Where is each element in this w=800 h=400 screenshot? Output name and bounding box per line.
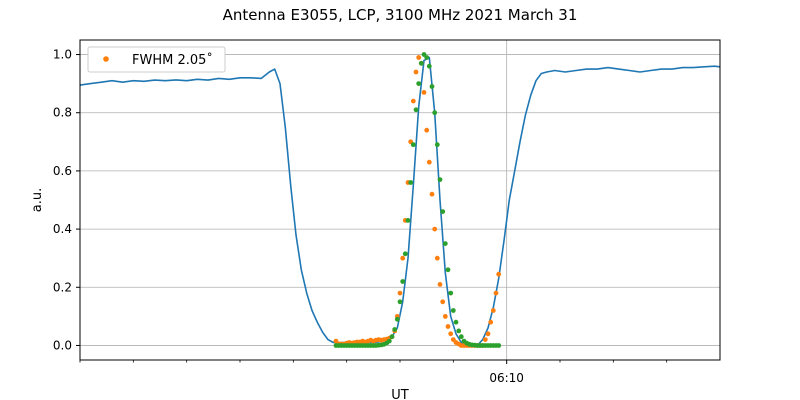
legend: FWHM 2.05˚ — [87, 46, 226, 73]
x-tick-label: 06:10 — [489, 371, 524, 385]
y-tick-label: 0.6 — [53, 164, 72, 178]
data-point — [442, 241, 448, 247]
data-point — [400, 255, 406, 261]
data-point — [408, 180, 414, 185]
y-tick-label: 0.2 — [53, 280, 72, 294]
series-layer — [79, 52, 721, 348]
y-tick-label: 0.4 — [53, 222, 72, 236]
data-point — [434, 255, 440, 261]
data-point — [448, 331, 454, 337]
data-point — [445, 267, 451, 273]
data-point — [418, 60, 424, 66]
data-point — [432, 110, 438, 116]
data-point — [496, 271, 502, 277]
data-point — [437, 177, 443, 183]
series-line — [79, 56, 721, 347]
data-point — [437, 282, 443, 287]
data-point — [400, 279, 406, 284]
data-point — [456, 328, 462, 334]
data-point — [450, 308, 456, 313]
data-point — [490, 308, 496, 313]
data-point — [453, 319, 459, 325]
legend-box — [87, 46, 226, 73]
data-point — [413, 69, 419, 75]
data-point — [488, 319, 494, 325]
data-point — [416, 55, 422, 60]
data-point — [426, 63, 432, 69]
chart-title: Antenna E3055, LCP, 3100 MHz 2021 March … — [223, 6, 578, 24]
y-tick-label: 0.8 — [53, 106, 72, 120]
data-point — [421, 90, 427, 95]
y-axis-label: a.u. — [30, 188, 45, 212]
y-tick-label: 0.0 — [53, 338, 72, 352]
data-point — [440, 299, 446, 305]
data-point — [413, 107, 419, 113]
data-point — [432, 226, 438, 232]
data-point — [426, 159, 432, 165]
data-point — [485, 331, 491, 337]
data-point — [405, 218, 411, 223]
data-point — [493, 290, 499, 296]
data-point — [416, 81, 422, 86]
legend-label: FWHM 2.05˚ — [132, 52, 213, 68]
data-point — [410, 98, 416, 104]
data-point — [410, 142, 416, 148]
data-point — [386, 338, 392, 344]
data-point — [440, 209, 446, 215]
data-point — [402, 251, 408, 257]
x-axis-label: UT — [391, 388, 409, 400]
data-point — [496, 343, 502, 348]
data-point — [392, 327, 398, 332]
data-point — [424, 55, 430, 60]
y-tick-label: 1.0 — [53, 48, 72, 62]
data-point — [429, 191, 435, 197]
data-point — [424, 127, 430, 133]
data-point — [434, 142, 440, 148]
data-point — [482, 337, 488, 342]
ticks-layer: 0.0 0.2 0.4 0.6 0.8 1.0 06:10 — [53, 48, 668, 385]
data-point — [389, 334, 395, 340]
data-point — [397, 290, 403, 296]
legend-marker — [103, 56, 109, 62]
data-point — [397, 299, 403, 305]
data-point — [458, 334, 464, 340]
data-point — [442, 314, 448, 319]
data-point — [448, 290, 454, 296]
data-point — [394, 316, 400, 322]
data-point — [445, 324, 451, 329]
data-point — [429, 84, 435, 89]
